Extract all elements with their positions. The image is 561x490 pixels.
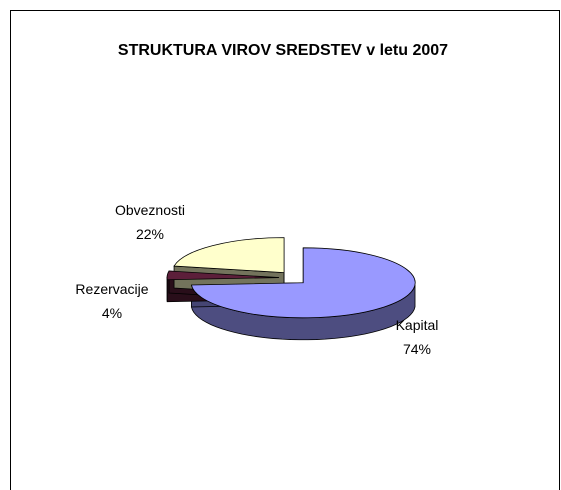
slice-value-label: 22% xyxy=(136,226,164,242)
slice xyxy=(166,270,280,281)
slice-value-label: 74% xyxy=(403,341,431,357)
slice-label: Rezervacije xyxy=(75,281,148,297)
slice-label: Kapital xyxy=(396,317,439,333)
slice xyxy=(173,237,285,274)
slice-label: Obveznosti xyxy=(115,202,185,218)
slice xyxy=(190,247,416,319)
chart-title: STRUKTURA VIROV SREDSTEV v letu 2007 xyxy=(117,42,449,59)
slice-value-label: 4% xyxy=(102,305,122,321)
